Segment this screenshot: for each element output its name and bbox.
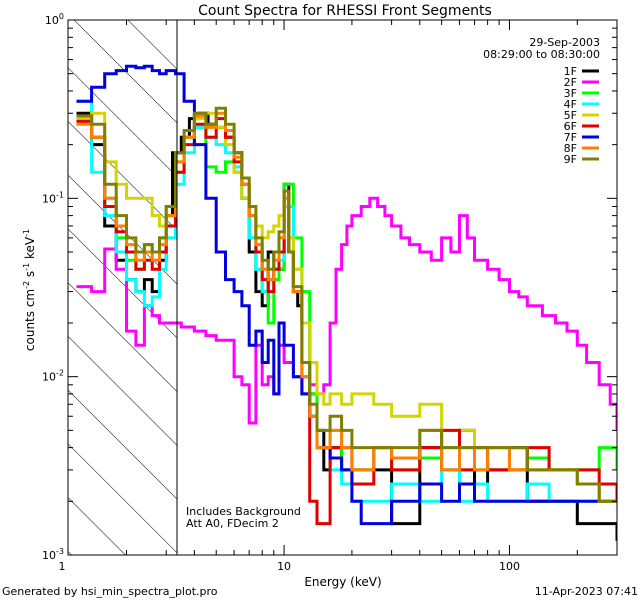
y-tick-label: 10-2 (42, 369, 64, 384)
series-7F-line (76, 64, 617, 526)
y-tick-label: 10-3 (42, 547, 64, 562)
legend-label-5F: 5F (564, 109, 577, 122)
footer-generated-by: Generated by hsi_min_spectra_plot.pro (2, 585, 218, 598)
legend-label-3F: 3F (564, 87, 577, 100)
series-5F-line (76, 111, 617, 503)
y-tick-label: 10-1 (42, 190, 64, 205)
legend-label-9F: 9F (564, 153, 577, 166)
x-tick-label: 10 (277, 560, 291, 573)
y-axis-label: counts cm-2 s-1 keV-1 (22, 229, 37, 351)
y-tick-label: 100 (45, 12, 64, 27)
x-tick-label: 100 (499, 560, 520, 573)
x-tick-label: 1 (59, 560, 66, 573)
legend-time-range: 08:29:00 to 08:30:00 (483, 48, 600, 61)
series-layer (76, 64, 617, 541)
legend-label-8F: 8F (564, 142, 577, 155)
legend-label-7F: 7F (564, 131, 577, 144)
series-2F-line (76, 196, 617, 431)
series-9F-line (76, 106, 617, 503)
legend-date: 29-Sep-2003 (529, 36, 600, 49)
annotation-attenuator: Att A0, FDecim 2 (186, 517, 279, 530)
legend-label-6F: 6F (564, 120, 577, 133)
annotation-background: Includes Background (186, 505, 301, 518)
legend-label-2F: 2F (564, 76, 577, 89)
footer-timestamp: 11-Apr-2023 07:41 (535, 585, 638, 598)
legend-label-1F: 1F (564, 65, 577, 78)
plot-frame (67, 19, 618, 556)
chart-title: Count Spectra for RHESSI Front Segments (198, 3, 492, 19)
legend-label-4F: 4F (564, 98, 577, 111)
ticks-layer: 1 10 100 100 10-1 10-2 10-3 (42, 12, 618, 573)
x-axis-label: Energy (keV) (304, 575, 381, 589)
